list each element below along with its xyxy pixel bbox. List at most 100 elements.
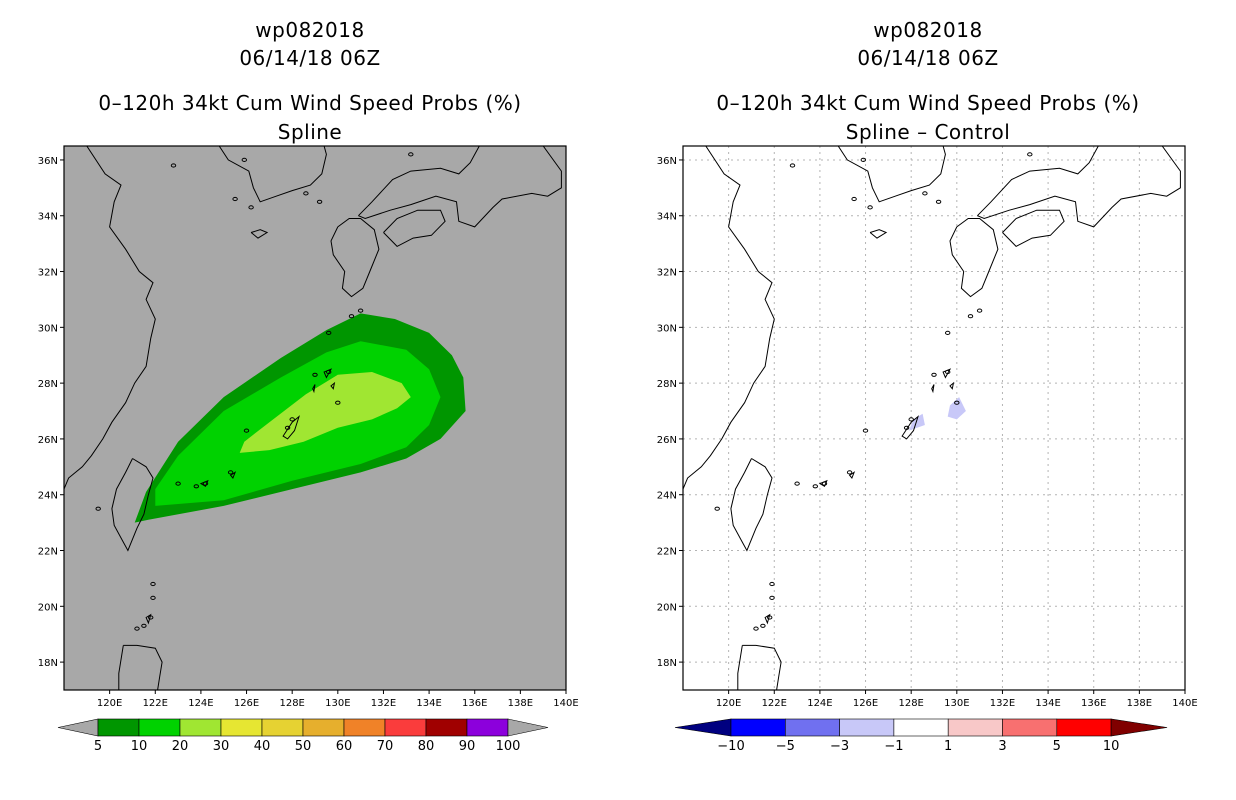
coastline — [949, 218, 999, 298]
lon-tick-label: 136E — [1081, 698, 1106, 709]
island-outline — [976, 308, 983, 313]
colorbar-label: 40 — [254, 739, 271, 754]
colorbar-end-high — [1110, 718, 1168, 737]
colorbar-swatch — [784, 718, 840, 737]
coastline — [1002, 209, 1065, 248]
lat-tick-label: 24N — [657, 491, 677, 502]
island-outline — [860, 157, 866, 162]
lon-tick-label: 128E — [898, 698, 923, 709]
right-map-background — [683, 146, 1185, 690]
island-outline — [1027, 152, 1033, 157]
colorbar-swatch — [343, 718, 386, 737]
island-outline — [789, 163, 796, 168]
island-outline — [326, 369, 332, 375]
colorbar-label: 1 — [944, 739, 952, 754]
colorbar-swatch — [839, 718, 895, 737]
island-outline — [769, 595, 775, 601]
coastline — [683, 146, 775, 490]
colorbar-label: −5 — [776, 739, 795, 754]
island-outline — [967, 314, 974, 319]
left-title-1: wp082018 — [255, 18, 365, 42]
island-outline — [150, 595, 156, 601]
probability-region — [947, 397, 966, 420]
island-outline — [330, 381, 336, 390]
colorbar-label: 100 — [496, 739, 521, 754]
island-outline — [289, 417, 295, 422]
colorbar-swatch — [302, 718, 345, 737]
island-outline — [170, 163, 177, 168]
colorbar-swatch — [893, 718, 949, 737]
island-outline — [150, 581, 156, 587]
coastline — [837, 146, 946, 203]
lat-tick-label: 34N — [38, 212, 58, 223]
island-outline — [134, 626, 140, 631]
lat-tick-label: 26N — [38, 435, 58, 446]
colorbar-label: 30 — [213, 739, 230, 754]
lat-tick-label: 18N — [657, 658, 677, 669]
lat-tick-label: 22N — [657, 547, 677, 558]
island-outline — [312, 384, 316, 394]
colorbar-swatch — [466, 718, 509, 737]
lon-tick-label: 132E — [990, 698, 1015, 709]
island-outline — [935, 199, 942, 204]
colorbar-swatch — [947, 718, 1003, 737]
colorbar-label: 60 — [336, 739, 353, 754]
island-outline — [760, 623, 766, 628]
lat-tick-label: 20N — [38, 602, 58, 613]
coastline — [118, 644, 163, 690]
right-difference-map: 120E 122E 124E 126E 128E 130E 132E 134E 136E 138E… — [657, 145, 1198, 709]
lon-tick-label: 120E — [97, 698, 122, 709]
left-map-frame — [63, 145, 567, 691]
coastline — [737, 644, 782, 690]
island-outline — [175, 481, 181, 486]
island-outline — [243, 428, 250, 433]
island-outline — [812, 484, 818, 489]
coastline — [111, 458, 154, 552]
colorbar-label: 5 — [94, 739, 102, 754]
colorbar-label: 70 — [377, 739, 394, 754]
lat-tick-label: 24N — [38, 491, 58, 502]
colorbar-label: −3 — [830, 739, 849, 754]
colorbar-end-low — [57, 718, 99, 737]
island-outline — [767, 615, 773, 620]
island-outline — [312, 372, 318, 377]
lon-tick-label: 126E — [234, 698, 259, 709]
island-outline — [148, 615, 154, 620]
colorbar-label: 5 — [1053, 739, 1061, 754]
right-title-2: 06/14/18 06Z — [857, 46, 999, 70]
island-outline — [335, 400, 341, 405]
colorbar-swatch — [220, 718, 263, 737]
lat-tick-label: 30N — [38, 323, 58, 334]
lat-tick-label: 26N — [657, 435, 677, 446]
lon-tick-label: 132E — [371, 698, 396, 709]
island-outline — [945, 369, 951, 375]
island-outline — [282, 415, 300, 440]
lon-tick-label: 140E — [1172, 698, 1197, 709]
colorbar-end-high — [507, 718, 549, 737]
lat-tick-label: 22N — [38, 547, 58, 558]
island-outline — [931, 372, 937, 377]
colorbar-label: 10 — [1103, 739, 1120, 754]
island-outline — [851, 196, 857, 202]
colorbar-label: −1 — [884, 739, 903, 754]
colorbar-swatch — [1002, 718, 1058, 737]
right-title-1: wp082018 — [873, 18, 983, 42]
coastline — [330, 218, 380, 298]
coastline — [383, 209, 446, 248]
island-outline — [954, 400, 960, 405]
probability-region — [239, 372, 411, 453]
island-outline — [193, 484, 200, 489]
lon-tick-label: 128E — [279, 698, 304, 709]
lon-tick-label: 134E — [416, 698, 441, 709]
coastline — [730, 458, 773, 552]
island-outline — [821, 481, 828, 486]
right-colorbar: −10 −5 −3 −1 1 3 5 10 — [674, 718, 1168, 754]
lat-tick-label: 32N — [38, 268, 58, 279]
island-outline — [945, 330, 951, 335]
island-outline — [903, 425, 910, 430]
island-outline — [357, 308, 364, 313]
island-outline — [316, 199, 323, 204]
lat-tick-label: 34N — [657, 212, 677, 223]
island-outline — [714, 506, 720, 511]
colorbar-end-low — [674, 718, 732, 737]
